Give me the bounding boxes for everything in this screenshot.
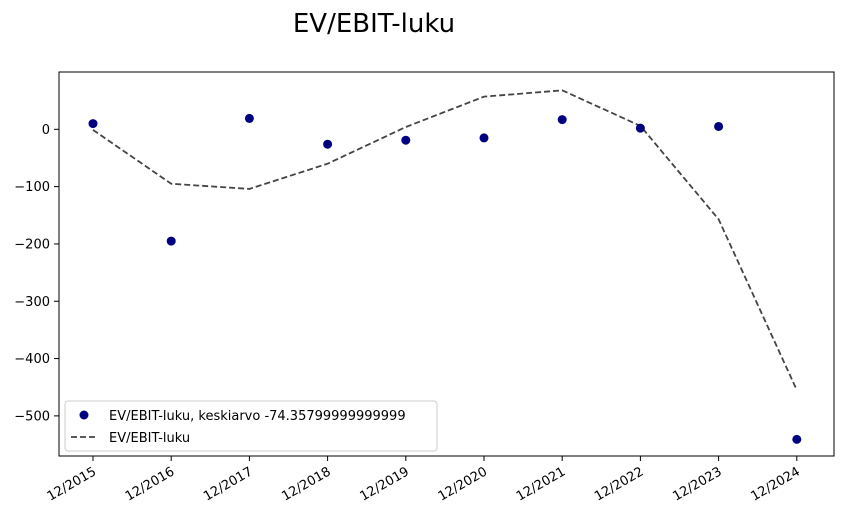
plot-frame (58, 71, 835, 457)
y-tick-label: −400 (14, 352, 50, 367)
legend-box (64, 400, 438, 452)
scatter-point (166, 236, 176, 246)
y-tick-label: −100 (14, 180, 50, 195)
x-tick-label: 12/2022 (592, 464, 646, 504)
scatter-point (714, 121, 724, 131)
y-tick-label: 0 (42, 123, 50, 138)
legend-label-scatter: EV/EBIT-luku, keskiarvo -74.357999999999… (109, 409, 406, 424)
legend-scatter-marker (79, 410, 89, 420)
y-tick-label: −500 (14, 409, 50, 424)
scatter-point (88, 119, 98, 129)
scatter-point (635, 123, 645, 133)
scatter-point (323, 139, 333, 149)
series-line-ev-ebit (92, 89, 798, 391)
chart-title: EV/EBIT-luku (293, 9, 455, 39)
y-tick-label: −300 (14, 295, 50, 310)
x-tick-label: 12/2021 (514, 464, 568, 504)
scatter-point (479, 133, 489, 143)
x-tick-label: 12/2018 (279, 464, 333, 504)
x-tick-label: 12/2015 (45, 464, 99, 504)
scatter-point (401, 135, 411, 145)
legend: EV/EBIT-luku, keskiarvo -74.357999999999… (64, 400, 438, 452)
x-tick-label: 12/2019 (358, 464, 412, 504)
x-tick-label: 12/2017 (201, 464, 255, 504)
x-tick-label: 12/2020 (436, 464, 490, 504)
plot-area (88, 89, 802, 444)
legend-label-line: EV/EBIT-luku (109, 431, 190, 446)
scatter-point (557, 115, 567, 125)
x-tick-label: 12/2023 (670, 464, 724, 504)
y-tick-label: −200 (14, 237, 50, 252)
scatter-point (792, 434, 802, 444)
x-tick-label: 12/2016 (123, 464, 177, 504)
scatter-point (244, 113, 254, 123)
x-tick-label: 12/2024 (749, 464, 803, 504)
